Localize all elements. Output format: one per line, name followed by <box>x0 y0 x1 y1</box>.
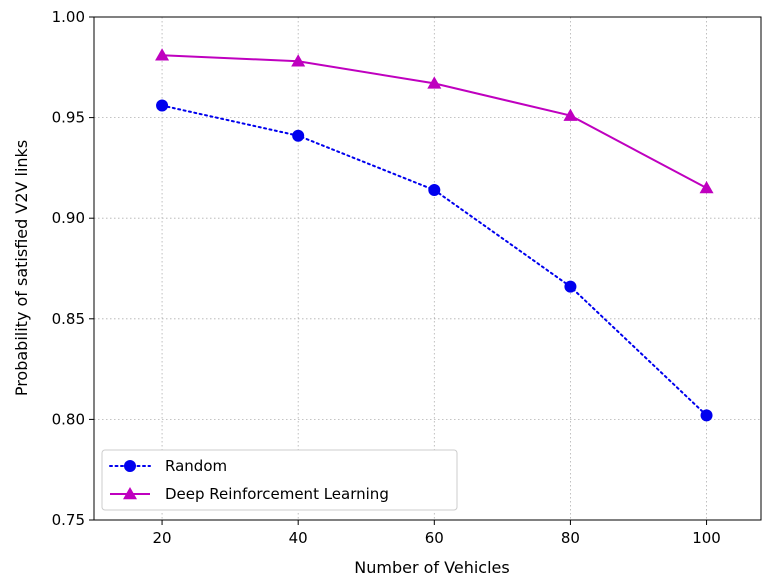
series-random <box>156 99 713 422</box>
x-tick-label: 40 <box>289 529 308 547</box>
y-tick-label: 0.75 <box>52 511 85 529</box>
x-axis-label: Number of Vehicles <box>354 558 509 577</box>
y-axis-label: Probability of satisfied V2V links <box>12 140 31 396</box>
x-tick-label: 100 <box>692 529 721 547</box>
y-tick-label: 0.80 <box>52 410 85 428</box>
legend-entry: Random <box>109 457 227 475</box>
data-point <box>699 181 714 194</box>
x-axis: 20 40 60 80 100 <box>153 520 721 547</box>
y-tick-label: 0.95 <box>52 109 85 127</box>
y-tick-label: 0.90 <box>52 209 85 227</box>
data-point <box>428 184 441 197</box>
y-tick-label: 1.00 <box>52 8 85 26</box>
y-axis: 0.75 0.80 0.85 0.90 0.95 1.00 <box>52 8 94 529</box>
data-point <box>292 129 305 142</box>
data-point <box>156 99 169 112</box>
plot-frame <box>93 16 762 521</box>
data-point <box>291 54 306 67</box>
legend: Random Deep Reinforcement Learning <box>101 449 458 511</box>
data-point <box>700 409 713 422</box>
legend-box <box>101 449 458 511</box>
data-point <box>427 76 442 89</box>
legend-marker <box>124 460 136 472</box>
legend-entry: Deep Reinforcement Learning <box>110 485 389 503</box>
series-layer <box>155 48 714 422</box>
legend-label: Random <box>165 457 227 475</box>
x-tick-label: 20 <box>153 529 172 547</box>
y-tick-label: 0.85 <box>52 310 85 328</box>
data-point <box>563 108 578 121</box>
x-tick-label: 60 <box>425 529 444 547</box>
series-deep-reinforcement-learning <box>155 48 714 194</box>
data-point <box>155 48 170 61</box>
x-tick-label: 80 <box>561 529 580 547</box>
legend-label: Deep Reinforcement Learning <box>165 485 389 503</box>
legend-marker <box>123 487 137 500</box>
data-point <box>564 280 577 293</box>
